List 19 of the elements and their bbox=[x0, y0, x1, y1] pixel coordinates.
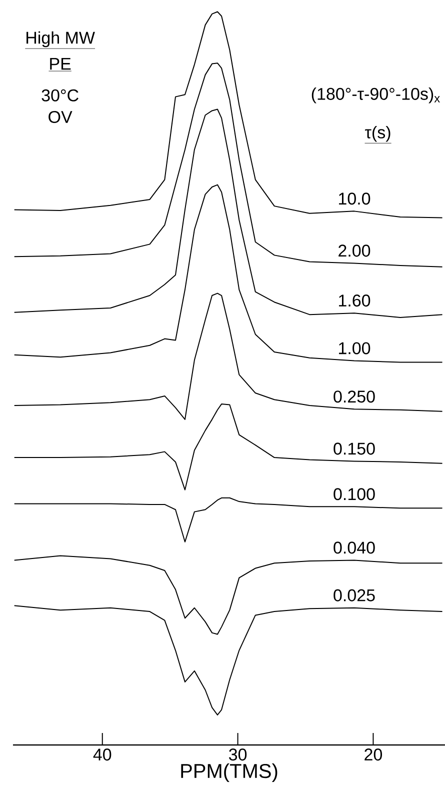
series-label: 10.0 bbox=[339, 192, 370, 205]
series-label: 0.250 bbox=[334, 390, 375, 403]
series-label: 0.040 bbox=[334, 542, 375, 554]
series-label: 1.00 bbox=[339, 342, 370, 354]
series-label: 0.025 bbox=[334, 589, 375, 602]
x-tick-label: 20 bbox=[364, 748, 382, 761]
legend-title: τ(s) bbox=[364, 126, 390, 142]
annotation: 30°C bbox=[42, 89, 78, 102]
series-label: 1.60 bbox=[339, 294, 370, 307]
series-label: 0.100 bbox=[334, 488, 375, 500]
annotation: High MW bbox=[26, 31, 95, 48]
annotation: PE bbox=[50, 58, 71, 70]
series-label: 0.150 bbox=[334, 442, 375, 455]
series-label: 2.00 bbox=[338, 244, 370, 257]
annotation: OV bbox=[48, 110, 72, 123]
x-axis-title: PPM(TMS) bbox=[181, 763, 278, 782]
x-tick-label: 40 bbox=[93, 748, 112, 761]
annotation: (180°-τ-90°-10s)$_{x}$ bbox=[312, 87, 440, 104]
x-tick-label: 30 bbox=[228, 748, 247, 761]
